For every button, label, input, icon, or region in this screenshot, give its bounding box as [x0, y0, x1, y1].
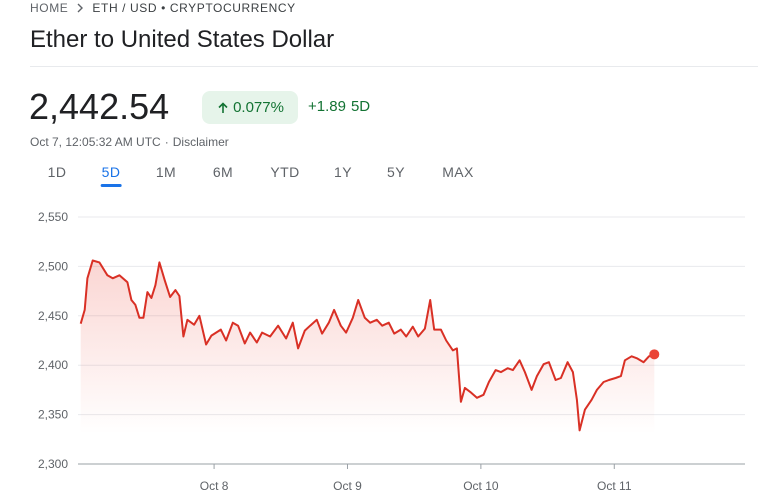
- divider: [30, 66, 758, 67]
- range-tabs: 1D 5D 1M 6M YTD 1Y 5Y MAX: [0, 164, 520, 192]
- change-percent: 0.077%: [233, 99, 284, 116]
- price-line: [79, 259, 655, 432]
- range-tab[interactable]: 1D: [47, 164, 67, 180]
- range-tab[interactable]: YTD: [270, 164, 300, 180]
- x-tick-label: Oct 9: [333, 479, 362, 493]
- price-area: [80, 260, 655, 434]
- y-tick-label: 2,350: [38, 408, 68, 422]
- y-tick-label: 2,550: [38, 210, 68, 224]
- range-tab[interactable]: 6M: [212, 164, 234, 180]
- separator: ·: [164, 135, 169, 149]
- price: 2,442.54: [29, 86, 170, 127]
- x-tick-label: Oct 10: [463, 479, 499, 493]
- disclaimer-link[interactable]: Disclaimer: [172, 135, 229, 149]
- range-tab[interactable]: 1Y: [334, 164, 352, 180]
- change-badge: 0.077%: [202, 91, 298, 124]
- range-tab[interactable]: 5Y: [387, 164, 405, 180]
- change-abs: +1.89: [308, 98, 346, 115]
- current-point: [649, 349, 660, 360]
- up-arrow-icon: [218, 101, 228, 113]
- x-tick-label: Oct 8: [200, 479, 229, 493]
- page-title: Ether to United States Dollar: [30, 26, 335, 53]
- y-tick-label: 2,400: [38, 358, 68, 372]
- chevron-icon: [77, 3, 84, 13]
- range-tab[interactable]: 5D: [100, 164, 122, 187]
- timestamp: Oct 7, 12:05:32 AM UTC: [30, 135, 161, 149]
- range-tab[interactable]: 1M: [155, 164, 177, 180]
- x-tick-label: Oct 11: [597, 479, 632, 493]
- y-tick-label: 2,450: [38, 309, 68, 323]
- breadcrumb-path: ETH / USD • CRYPTOCURRENCY: [92, 1, 296, 15]
- change: +1.89 5D: [308, 98, 370, 115]
- range-tab[interactable]: MAX: [442, 164, 474, 180]
- y-tick-label: 2,500: [38, 259, 68, 273]
- breadcrumb-home[interactable]: HOME: [30, 1, 69, 15]
- breadcrumb: HOME ETH / USD • CRYPTOCURRENCY: [30, 1, 296, 15]
- change-period: 5D: [350, 98, 371, 115]
- quote-meta: Oct 7, 12:05:32 AM UTC · Disclaimer: [30, 135, 229, 149]
- y-tick-label: 2,300: [38, 457, 68, 471]
